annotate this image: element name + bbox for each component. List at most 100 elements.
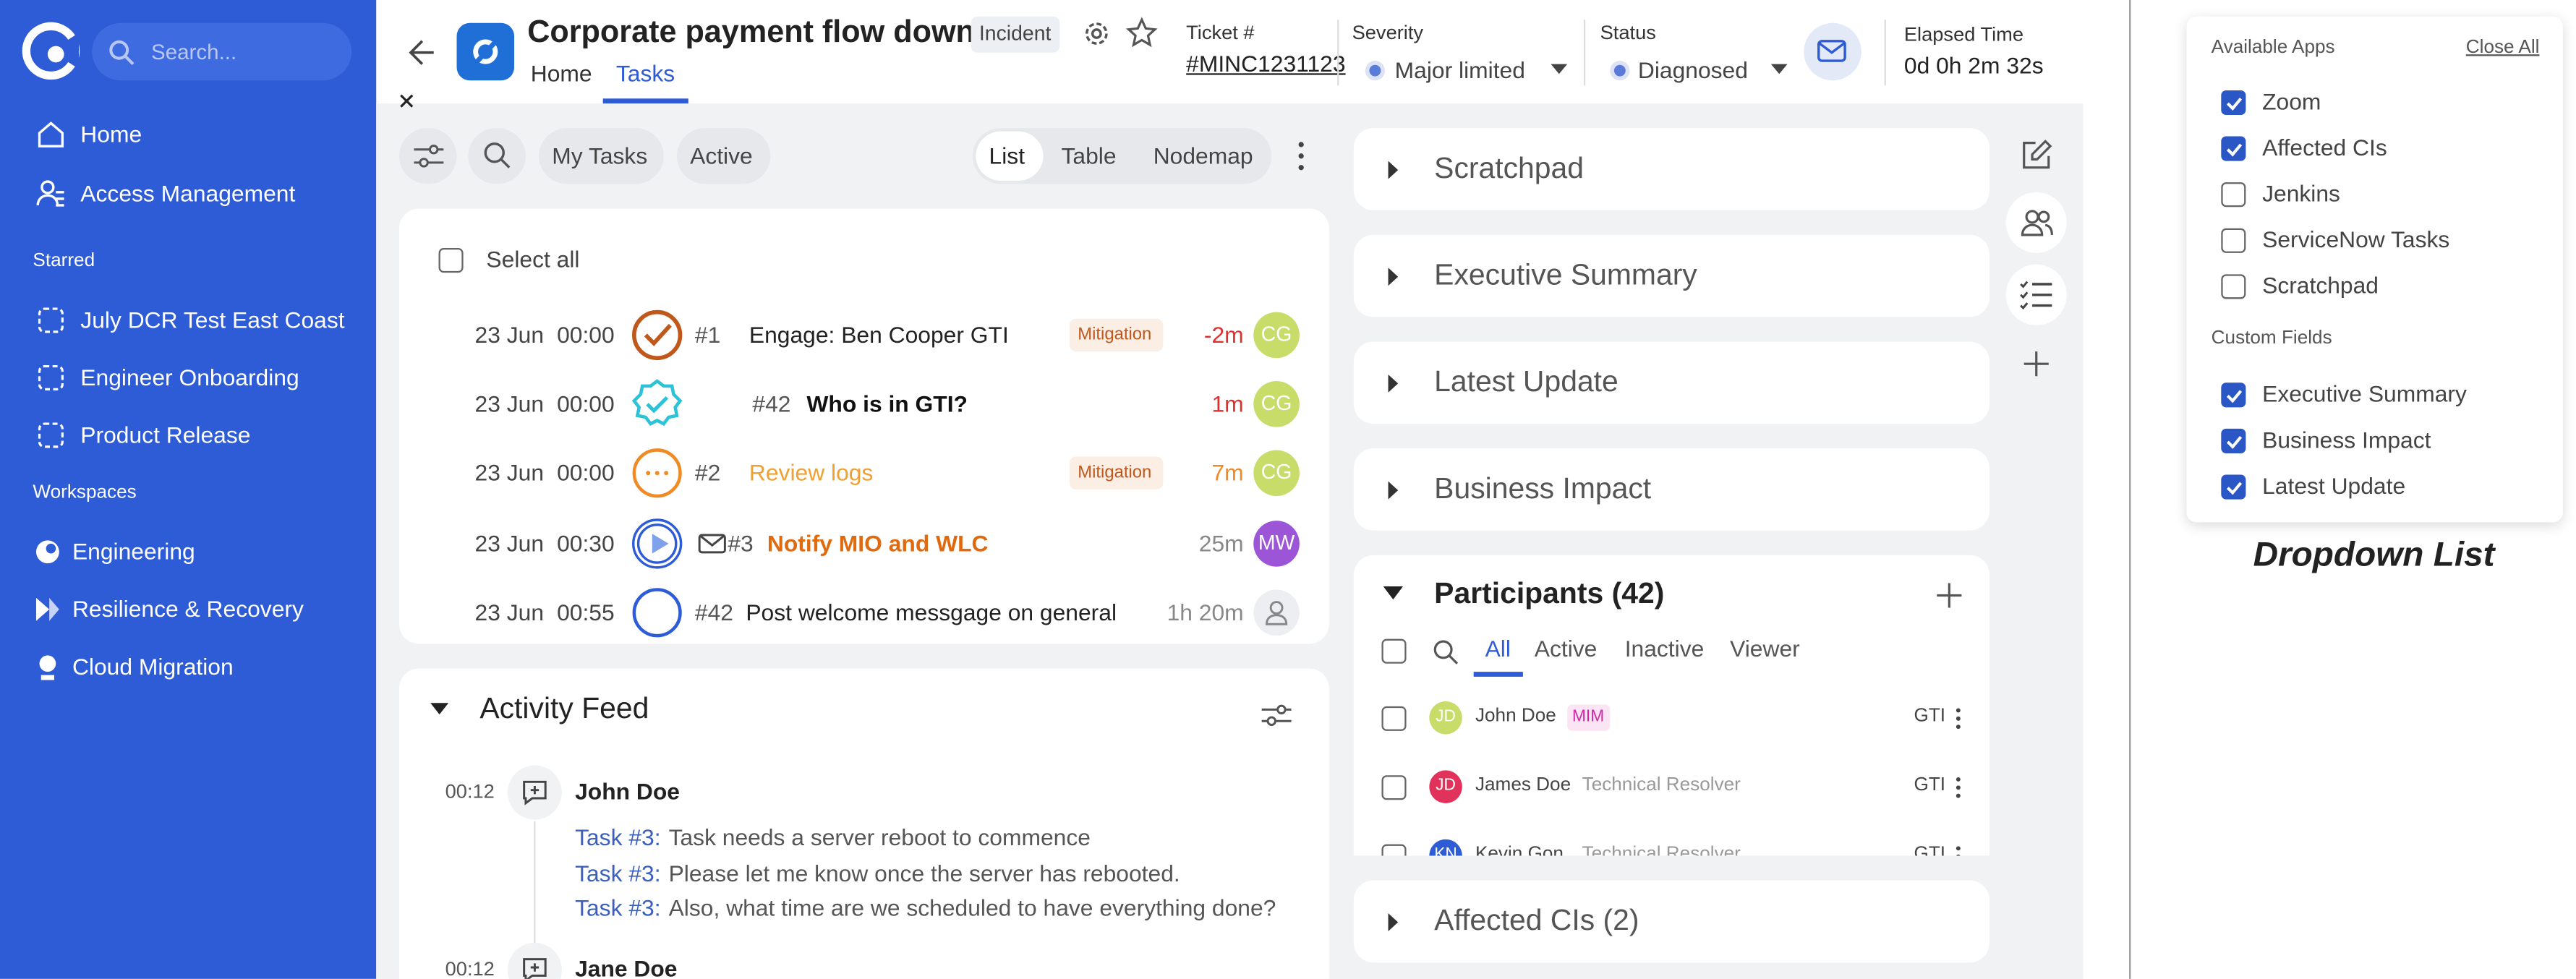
task-status[interactable] <box>631 448 683 500</box>
section-title[interactable]: Latest Update <box>1434 364 1618 398</box>
nav-item[interactable]: Access Management <box>80 179 296 207</box>
search-button[interactable] <box>468 128 526 184</box>
task-time: 00:55 <box>557 598 615 625</box>
view-option[interactable]: List <box>989 142 1025 169</box>
search-icon[interactable] <box>1433 639 1459 665</box>
checkbox[interactable] <box>2221 228 2246 253</box>
participants-title: Participants (42) <box>1434 576 1665 610</box>
edit-icon[interactable] <box>2021 140 2052 171</box>
task-status[interactable] <box>631 378 683 431</box>
collapse-caret[interactable] <box>1386 374 1399 393</box>
section-title[interactable]: Scratchpad <box>1434 151 1585 184</box>
checkbox[interactable] <box>2221 427 2246 453</box>
task-name[interactable]: Post welcome messgage on general <box>746 598 1117 625</box>
collapse-caret[interactable] <box>430 703 449 716</box>
checkbox[interactable] <box>1381 843 1407 856</box>
settings-icon[interactable] <box>1083 20 1111 48</box>
checkbox[interactable] <box>1381 774 1407 800</box>
collapse-caret[interactable] <box>1386 913 1399 932</box>
nav-item[interactable]: Home <box>80 121 142 148</box>
task-name[interactable]: Engage: Ben Cooper GTI <box>749 321 1009 348</box>
kebab[interactable] <box>1955 708 1961 730</box>
close-button[interactable] <box>399 93 414 108</box>
filter-icon[interactable] <box>1261 704 1292 727</box>
field-label: Status <box>1600 21 1656 44</box>
header-tab[interactable]: Home <box>530 60 592 87</box>
workspace-item[interactable]: Resilience & Recovery <box>72 595 304 623</box>
checkbox[interactable] <box>2221 474 2246 499</box>
workspace-item[interactable]: Engineering <box>72 538 195 565</box>
participant-group: GTI <box>1914 706 1946 727</box>
custom-field-option[interactable]: Latest Update <box>2262 472 2406 500</box>
checkbox[interactable] <box>1381 705 1407 730</box>
collapse-caret[interactable] <box>1386 161 1399 179</box>
kebab[interactable] <box>1955 777 1961 799</box>
kebab[interactable] <box>1298 141 1305 171</box>
kebab[interactable] <box>1955 846 1961 856</box>
collapse-caret[interactable] <box>1383 586 1404 601</box>
filter-button[interactable] <box>399 128 457 184</box>
task-ref[interactable]: Task #3: <box>575 824 661 850</box>
app-option[interactable]: Jenkins <box>2262 180 2340 207</box>
workspace-icon <box>35 540 59 564</box>
filter-pill[interactable] <box>676 128 771 184</box>
close-all[interactable]: Close All <box>2465 38 2540 58</box>
search-icon <box>484 142 511 168</box>
status-value[interactable]: Diagnosed <box>1637 56 1748 83</box>
filter-pill[interactable] <box>539 128 664 184</box>
participant-tab[interactable]: Inactive <box>1624 635 1705 662</box>
severity-value[interactable]: Major limited <box>1394 56 1525 83</box>
checkbox[interactable] <box>438 248 464 273</box>
starred-item[interactable]: July DCR Test East Coast <box>80 306 345 333</box>
task-due: 25m <box>1198 529 1244 556</box>
app-option[interactable]: Zoom <box>2262 87 2321 115</box>
add-button[interactable] <box>1937 583 1962 608</box>
workspace-item[interactable]: Cloud Migration <box>72 653 234 680</box>
section-title[interactable]: Executive Summary <box>1434 258 1697 291</box>
filter-icon <box>414 145 444 168</box>
checkbox[interactable] <box>2221 274 2246 299</box>
task-name[interactable]: Notify MIO and WLC <box>767 529 989 556</box>
tag-bg <box>1069 318 1164 352</box>
star-icon[interactable] <box>1125 17 1158 48</box>
task-ref[interactable]: Task #3: <box>575 894 661 921</box>
avatar-initials: JD <box>1436 708 1456 727</box>
checkbox[interactable] <box>2221 135 2246 161</box>
people-button[interactable] <box>2005 192 2067 253</box>
task-ref[interactable]: Task #3: <box>575 859 661 886</box>
task-date: 23 Jun <box>474 321 545 348</box>
task-status[interactable] <box>631 517 683 570</box>
view-option[interactable]: Table <box>1061 142 1117 169</box>
checkbox[interactable] <box>2221 382 2246 407</box>
checkbox[interactable] <box>2221 89 2246 114</box>
back-button[interactable] <box>407 38 437 67</box>
checkbox[interactable] <box>1381 638 1407 664</box>
app-option[interactable]: Affected CIs <box>2262 134 2387 161</box>
participant-tab[interactable]: Viewer <box>1730 635 1800 662</box>
app-option[interactable]: ServiceNow Tasks <box>2262 226 2450 253</box>
collapse-caret[interactable] <box>1386 481 1399 500</box>
task-status[interactable] <box>631 586 683 639</box>
participant-tab[interactable]: Active <box>1534 635 1598 662</box>
starred-item[interactable]: Product Release <box>80 421 251 448</box>
workspace-icon <box>35 597 59 621</box>
search-box[interactable] <box>92 22 352 81</box>
starred-item[interactable]: Engineer Onboarding <box>80 364 299 390</box>
avatar-initials: CG <box>1261 392 1292 416</box>
task-name[interactable]: Who is in GTI? <box>806 390 968 417</box>
task-name[interactable]: Review logs <box>749 460 874 487</box>
add-button[interactable] <box>2023 351 2049 377</box>
header-tab[interactable]: Tasks <box>615 60 675 87</box>
view-option[interactable]: Nodemap <box>1153 142 1253 169</box>
section-title[interactable]: Affected CIs (2) <box>1434 903 1639 937</box>
checkbox[interactable] <box>2221 181 2246 207</box>
people-icon <box>2021 210 2053 236</box>
section-title[interactable]: Business Impact <box>1434 471 1652 505</box>
participant-tab[interactable]: All <box>1485 635 1511 662</box>
task-status[interactable] <box>631 309 683 362</box>
dropdown-heading: Custom Fields <box>2211 328 2332 349</box>
custom-field-option[interactable]: Executive Summary <box>2262 380 2467 407</box>
collapse-caret[interactable] <box>1386 268 1399 286</box>
custom-field-option[interactable]: Business Impact <box>2262 426 2431 453</box>
app-option[interactable]: Scratchpad <box>2262 273 2379 299</box>
